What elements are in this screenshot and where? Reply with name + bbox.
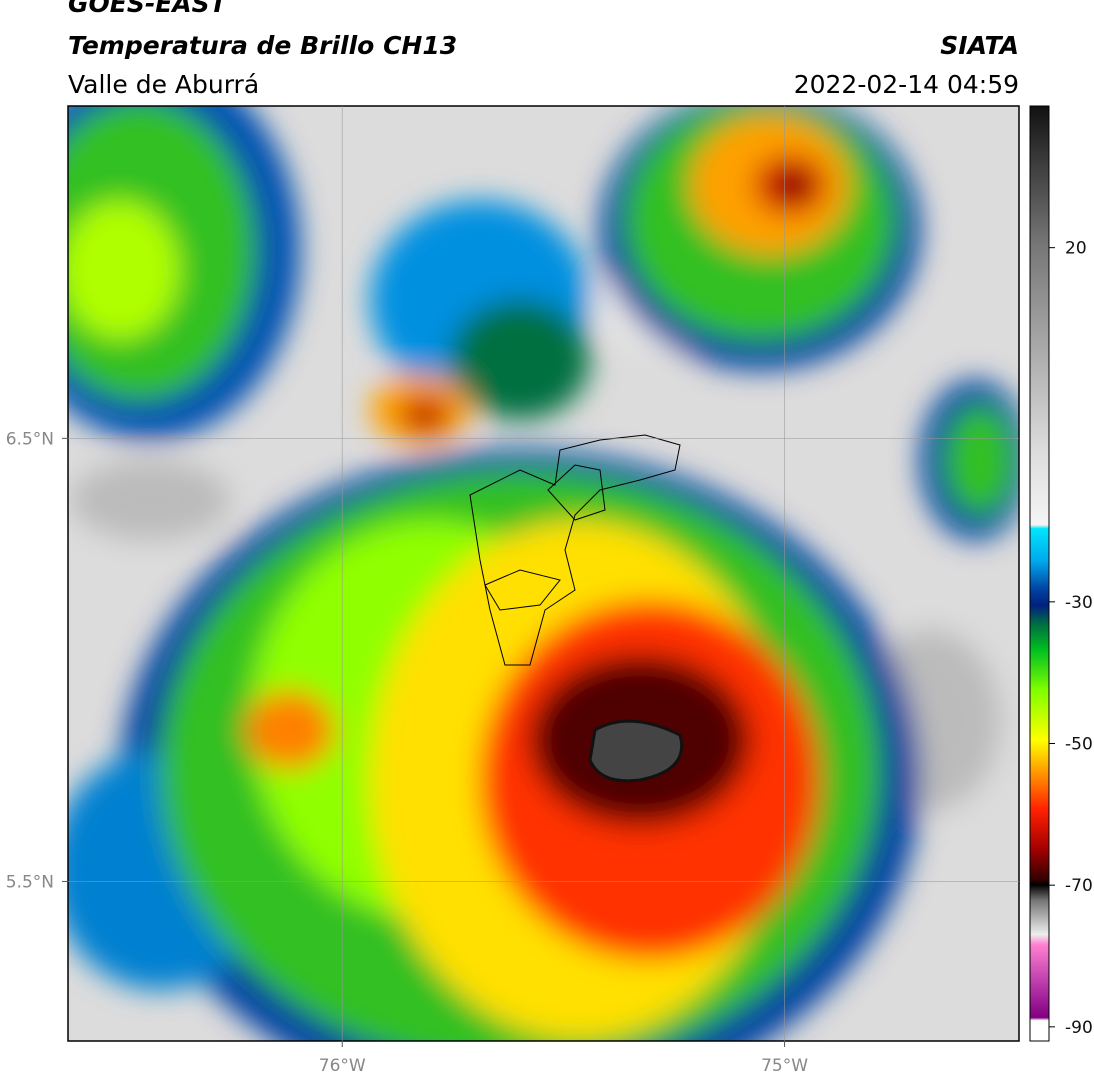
colorbar-tick-label: -90 [1065, 1018, 1093, 1038]
x-tick-label: 76°W [319, 1056, 366, 1076]
region: Valle de Aburrá [68, 70, 259, 99]
imagery [68, 106, 1019, 1041]
colorbar-tick-label: -70 [1065, 876, 1093, 896]
colorbar-tick-label: -50 [1065, 735, 1093, 755]
source: SIATA [940, 31, 1019, 60]
colorbar-tick-label: 20 [1065, 239, 1087, 259]
map-frame [67, 105, 1020, 1042]
colorbar-tick-label: -30 [1065, 593, 1093, 613]
x-tick-label: 75°W [761, 1056, 808, 1076]
colorbar [1029, 105, 1050, 1042]
y-tick-label: 6.5°N [6, 429, 54, 449]
subtitle: Temperatura de Brillo CH13 [68, 31, 457, 60]
y-tick-label: 5.5°N [6, 872, 54, 892]
title: GOES-EAST [68, 0, 229, 18]
datetime: 2022-02-14 04:59 [794, 70, 1019, 99]
